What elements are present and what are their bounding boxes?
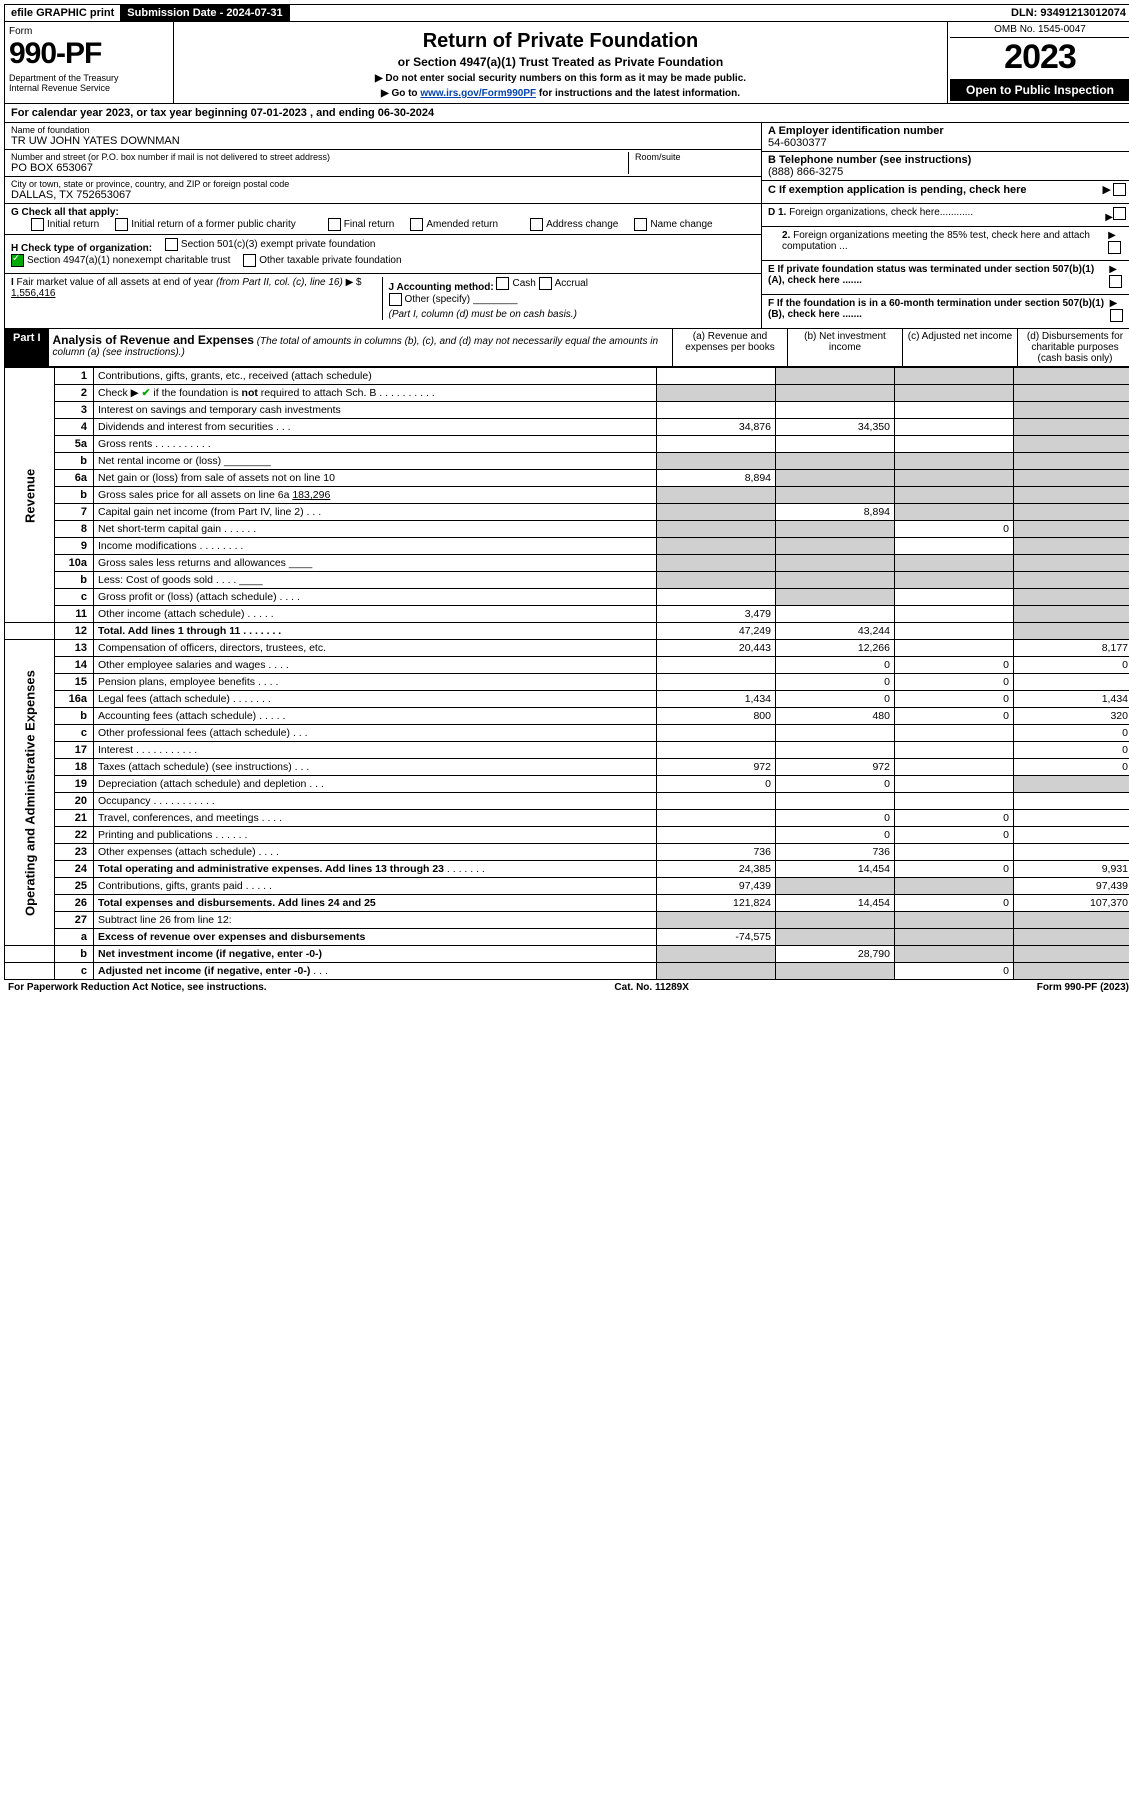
pra-notice: For Paperwork Reduction Act Notice, see … xyxy=(8,982,267,993)
e-label: E If private foundation status was termi… xyxy=(768,264,1109,291)
g-address-change[interactable] xyxy=(530,218,543,231)
form-label: Form xyxy=(9,26,169,37)
part1-label: Part I xyxy=(5,329,49,366)
opex-label: Operating and Administrative Expenses xyxy=(5,640,55,946)
section-g-d: G Check all that apply: Initial return I… xyxy=(4,204,1129,329)
g-amended[interactable] xyxy=(410,218,423,231)
foundation-city: DALLAS, TX 752653067 xyxy=(11,189,755,201)
d2-label: Foreign organizations meeting the 85% te… xyxy=(782,230,1090,252)
dln: DLN: 93491213012074 xyxy=(1005,5,1129,21)
col-c-header: (c) Adjusted net income xyxy=(902,329,1017,366)
h-label: H Check type of organization: xyxy=(11,243,152,254)
h-row: H Check type of organization: Section 50… xyxy=(5,235,761,274)
h-4947[interactable] xyxy=(11,254,24,267)
i-j-row: I Fair market value of all assets at end… xyxy=(5,274,761,323)
cat-no: Cat. No. 11289X xyxy=(614,982,688,993)
form-number: 990-PF xyxy=(9,37,169,71)
open-inspection: Open to Public Inspection xyxy=(950,79,1129,101)
top-bar: efile GRAPHIC print Submission Date - 20… xyxy=(4,4,1129,22)
part1-table: Revenue 1Contributions, gifts, grants, e… xyxy=(4,367,1129,980)
telephone: (888) 866-3275 xyxy=(768,166,1126,178)
page-footer: For Paperwork Reduction Act Notice, see … xyxy=(4,980,1129,995)
c-label: C If exemption application is pending, c… xyxy=(768,184,1027,196)
city-label: City or town, state or province, country… xyxy=(11,179,755,189)
tel-label: B Telephone number (see instructions) xyxy=(768,154,1126,166)
efile-label: efile GRAPHIC print xyxy=(5,5,121,21)
c-checkbox[interactable] xyxy=(1113,183,1126,196)
irs-link[interactable]: www.irs.gov/Form990PF xyxy=(420,88,536,99)
submission-date: Submission Date - 2024-07-31 xyxy=(121,5,289,21)
g-final-return[interactable] xyxy=(328,218,341,231)
col-b-header: (b) Net investment income xyxy=(787,329,902,366)
fmv-value: 1,556,416 xyxy=(11,288,56,299)
g-name-change[interactable] xyxy=(634,218,647,231)
i-label: I Fair market value of all assets at end… xyxy=(11,277,362,299)
part1-title: Analysis of Revenue and Expenses xyxy=(53,333,254,347)
g-initial-former[interactable] xyxy=(115,218,128,231)
note-ssn: ▶ Do not enter social security numbers o… xyxy=(182,73,939,84)
foundation-addr: PO BOX 653067 xyxy=(11,162,628,174)
part1-header-row: Part I Analysis of Revenue and Expenses … xyxy=(4,329,1129,367)
ein-label: A Employer identification number xyxy=(768,125,1126,137)
foundation-info: Name of foundation TR UW JOHN YATES DOWN… xyxy=(4,123,1129,204)
j-accrual[interactable] xyxy=(539,277,552,290)
h-501c3[interactable] xyxy=(165,238,178,251)
form-header: Form 990-PF Department of the Treasury I… xyxy=(4,22,1129,104)
f-label: F If the foundation is in a 60-month ter… xyxy=(768,298,1110,325)
j-other[interactable] xyxy=(389,293,402,306)
f-checkbox[interactable] xyxy=(1110,309,1123,322)
col-d-header: (d) Disbursements for charitable purpose… xyxy=(1017,329,1129,366)
g-label: G Check all that apply: xyxy=(11,207,119,218)
form-subtitle: or Section 4947(a)(1) Trust Treated as P… xyxy=(182,55,939,69)
j-label: J Accounting method: xyxy=(389,282,494,293)
name-label: Name of foundation xyxy=(11,125,755,135)
calendar-year-line: For calendar year 2023, or tax year begi… xyxy=(4,104,1129,123)
revenue-label: Revenue xyxy=(5,368,55,623)
tax-year: 2023 xyxy=(950,38,1129,77)
e-checkbox[interactable] xyxy=(1109,275,1122,288)
d1-checkbox[interactable] xyxy=(1113,207,1126,220)
j-cash[interactable] xyxy=(496,277,509,290)
addr-label: Number and street (or P.O. box number if… xyxy=(11,152,628,162)
g-initial-return[interactable] xyxy=(31,218,44,231)
header-right: OMB No. 1545-0047 2023 Open to Public In… xyxy=(947,22,1129,103)
note-link: ▶ Go to www.irs.gov/Form990PF for instru… xyxy=(182,88,939,99)
room-label: Room/suite xyxy=(635,152,755,162)
header-title-block: Return of Private Foundation or Section … xyxy=(174,22,947,103)
col-a-header: (a) Revenue and expenses per books xyxy=(672,329,787,366)
h-other-taxable[interactable] xyxy=(243,254,256,267)
form-ref: Form 990-PF (2023) xyxy=(1037,982,1129,993)
g-row: G Check all that apply: Initial return I… xyxy=(5,204,761,235)
line-2: Check ▶ ✔ if the foundation is not requi… xyxy=(94,385,657,402)
ein: 54-6030377 xyxy=(768,137,1126,149)
dept-label: Department of the Treasury Internal Reve… xyxy=(9,73,169,93)
foundation-name: TR UW JOHN YATES DOWNMAN xyxy=(11,135,755,147)
form-title: Return of Private Foundation xyxy=(182,30,939,53)
d1-label: Foreign organizations, check here.......… xyxy=(789,207,973,218)
d2-checkbox[interactable] xyxy=(1108,241,1121,254)
omb-number: OMB No. 1545-0047 xyxy=(950,24,1129,38)
j-note: (Part I, column (d) must be on cash basi… xyxy=(389,309,577,320)
header-left: Form 990-PF Department of the Treasury I… xyxy=(5,22,174,103)
